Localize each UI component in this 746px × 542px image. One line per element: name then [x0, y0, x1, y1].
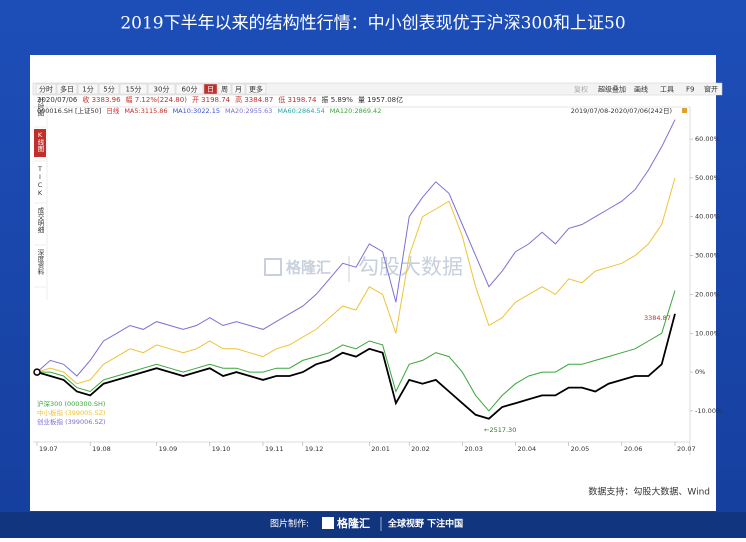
y-tick-label: 30.00%: [695, 252, 720, 260]
sidebar-label[interactable]: 深度资料: [36, 248, 44, 276]
toolbar-button: [231, 83, 246, 95]
x-tick-label: 20.04: [518, 445, 537, 453]
x-tick-label: 20.01: [371, 445, 390, 453]
annotation: 3384.87: [644, 314, 671, 322]
series-line: [36, 313, 676, 420]
x-tick-label: 20.07: [677, 445, 696, 453]
toolbar-button: [119, 83, 148, 95]
footer-text: 图片制作:: [270, 518, 309, 530]
toolbar-label[interactable]: 5分: [103, 85, 114, 94]
x-tick-label: 20.02: [411, 445, 430, 453]
y-tick-label: 40.00%: [695, 213, 720, 221]
info-item: 低 3198.74: [278, 95, 317, 104]
y-tick-label: 60.00%: [695, 135, 720, 143]
toolbar-button: [203, 83, 218, 95]
toolbar-label[interactable]: 月: [235, 86, 242, 94]
ma-item: MA120:2869.42: [330, 107, 382, 115]
watermark-logo: [264, 258, 282, 276]
info-item: 幅 7.12%(224.80): [126, 95, 188, 104]
toolbar-label[interactable]: F9: [686, 86, 694, 94]
annotation: ←2517.30: [484, 426, 516, 434]
toolbar-label[interactable]: 画线: [634, 85, 648, 94]
x-tick-label: 19.09: [159, 445, 178, 453]
info-line: 2020/07/06 收 3383.96 幅 7.12%(224.80) 开 3198…: [37, 95, 403, 104]
x-tick-label: 19.10: [212, 445, 231, 453]
toolbar-button: [217, 83, 232, 95]
legend-label: 沪深300 (000300.SH): [37, 399, 105, 408]
toolbar-label[interactable]: 多日: [60, 85, 74, 94]
toolbar-button: [175, 83, 204, 95]
footer-bar: [0, 512, 746, 538]
sidebar-label[interactable]: TICK: [36, 165, 44, 197]
page-title: 2019下半年以来的结构性行情：中小创表现优于沪深300和上证50: [120, 14, 625, 34]
info-item: 振 5.89%: [321, 95, 353, 104]
toolbar-label[interactable]: 分时: [39, 85, 53, 94]
series-line: [36, 119, 676, 377]
toolbar-label[interactable]: 30分: [154, 85, 170, 94]
info-item: 2020/07/06: [37, 96, 78, 104]
toolbar-label[interactable]: 复权: [574, 85, 588, 94]
legend-label: 中小板指 (399005.SZ): [37, 408, 106, 417]
toolbar-label[interactable]: 日: [207, 86, 214, 94]
ma-item: MA5:3115.86: [124, 107, 167, 115]
footer-logo: [322, 517, 334, 529]
sidebar-label[interactable]: K线图: [36, 131, 44, 153]
toolbar-label[interactable]: 工具: [660, 86, 674, 94]
toolbar-label[interactable]: 更多: [249, 85, 263, 94]
toolbar-label[interactable]: 15分: [126, 85, 142, 94]
x-tick-label: 19.11: [265, 445, 284, 453]
toolbar-button: [77, 83, 99, 95]
toolbar-button: [56, 83, 78, 95]
y-tick-label: 0%: [695, 368, 705, 376]
toolbar-label[interactable]: 周: [221, 86, 228, 94]
x-tick-label: 19.08: [92, 445, 111, 453]
toolbar-label[interactable]: 窗开: [704, 85, 718, 94]
start-marker: [33, 368, 41, 376]
range-icon: [682, 108, 687, 113]
y-tick-label: 10.00%: [695, 329, 720, 337]
ma-item: MA60:2864.54: [277, 107, 324, 115]
sidebar-label[interactable]: 分时图: [36, 96, 44, 118]
toolbar-button: [35, 83, 57, 95]
toolbar-label[interactable]: 60分: [182, 85, 198, 94]
series-line: [36, 177, 676, 385]
info-item: 开 3198.74: [192, 96, 231, 104]
toolbar-button: [245, 83, 267, 95]
ma-item: 日线: [106, 106, 120, 115]
ma-item: MA20:2955.63: [225, 107, 272, 115]
info-item: 收 3383.96: [82, 95, 121, 104]
toolbar-button: [98, 83, 120, 95]
x-tick-label: 20.06: [624, 445, 643, 453]
range-label: 2019/07/08-2020/07/06(242日): [571, 107, 672, 115]
y-tick-label: 20.00%: [695, 290, 720, 298]
watermark: 勾股大数据: [358, 255, 463, 279]
ma-line: 000016.SH [上证50] 日线 MA5:3115.86 MA10:3022.1…: [37, 106, 381, 115]
footer-slogan: 全球视野 下注中国: [387, 518, 463, 530]
source: 数据支持：勾股大数据、Wind: [588, 486, 710, 498]
toolbar-label[interactable]: 1分: [82, 85, 93, 94]
watermark: 格隆汇: [286, 259, 331, 277]
ma-item: 000016.SH [上证50]: [37, 106, 101, 115]
x-tick-label: 19.12: [305, 445, 324, 453]
legend-label: 创业板指 (399006.SZ): [37, 417, 106, 426]
sidebar-label[interactable]: 成交明细: [36, 206, 44, 235]
x-tick-label: 20.05: [571, 445, 590, 453]
info-item: 量 1957.08亿: [358, 95, 403, 104]
info-item: 高 3384.87: [235, 95, 273, 104]
ma-item: MA10:3022.15: [173, 107, 220, 115]
y-tick-label: -10.00%: [695, 407, 722, 415]
x-tick-label: 20.03: [464, 445, 483, 453]
y-tick-label: 50.00%: [695, 174, 720, 182]
footer-brand: 格隆汇: [337, 516, 370, 530]
toolbar-label[interactable]: 超级叠加: [598, 85, 626, 94]
x-tick-label: 19.07: [39, 445, 58, 453]
panel: [30, 55, 716, 511]
series-line: [37, 290, 676, 412]
sidebar-active: [34, 129, 46, 157]
toolbar-button: [147, 83, 176, 95]
